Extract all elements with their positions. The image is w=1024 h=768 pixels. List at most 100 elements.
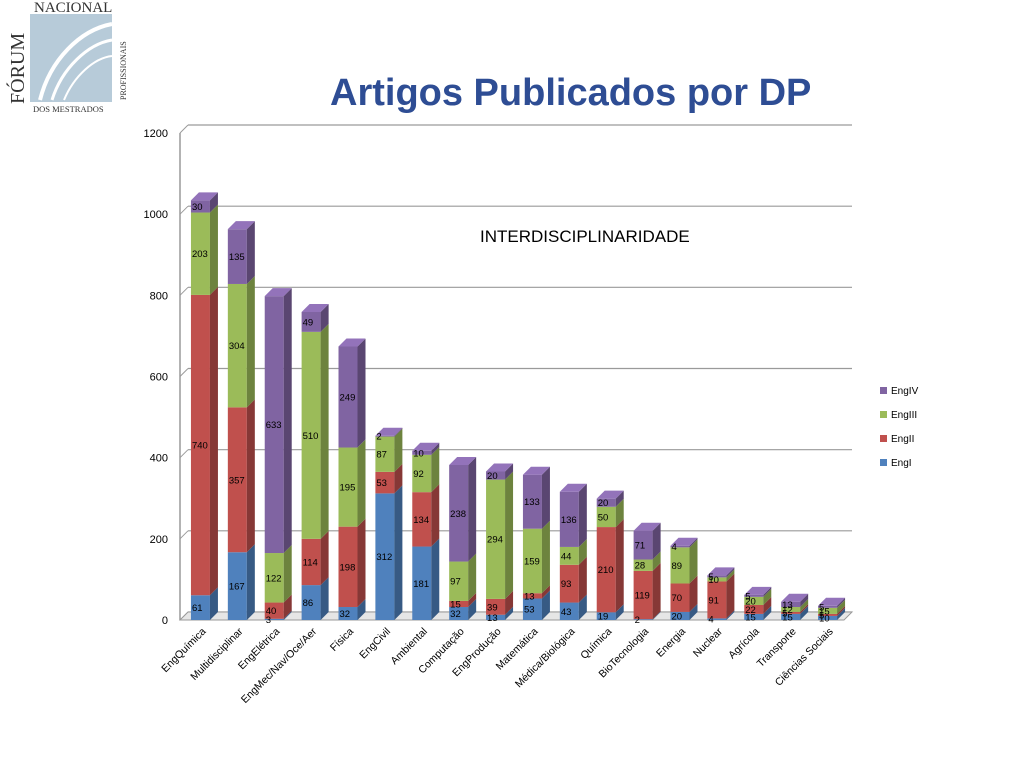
bar-segment-side [689,575,698,612]
data-label: 633 [266,420,282,431]
bar-segment-side [357,518,366,608]
bar-segment-EngI [818,615,838,620]
bar-segment-side [689,603,698,620]
bar-segment-side [800,603,809,614]
x-tick-label: Nuclear [691,625,725,659]
bar-segment-EngIV [338,346,358,448]
bar-segment-side [652,551,661,571]
bar-segment-EngII [375,471,395,494]
bar-segment-side [505,471,514,599]
bar-segment-side [246,221,255,284]
data-label: 2 [635,615,640,626]
data-label: 159 [524,556,540,567]
data-label: 93 [561,579,572,590]
bar-segment-EngIV [781,601,801,608]
bar-top [190,192,218,201]
bar-segment-side [468,592,477,608]
data-label: 114 [303,557,318,568]
bar-segment-EngI [301,585,321,620]
bar-segment-EngIV [301,311,321,332]
bar-stack: 32 198 195 249 [338,338,366,620]
logo-bottom-text: DOS MESTRADOS [33,104,104,114]
bar-segment-side [283,545,292,603]
bar-segment-EngII [670,583,690,612]
data-label: 3 [266,615,271,626]
bar-segment-side [246,399,255,553]
bar-segment-side [541,466,550,529]
data-label: 49 [303,317,314,328]
bar-segment-side [763,586,772,597]
bar-segment-EngIV [596,498,616,507]
bar-segment-side [578,538,587,565]
bar-segment-EngIV [522,474,542,529]
data-label: 15 [782,612,793,623]
bar-segment-EngIV [707,575,727,578]
bar-segment-EngIV [227,229,247,284]
data-label: 71 [635,541,646,552]
bar-segment-side [652,611,661,620]
bar-segment-EngIV [633,530,653,560]
bar-top [559,483,587,492]
gridline-side [179,124,189,134]
data-label: 5 [745,591,750,602]
data-label: 22 [745,605,756,616]
bar-stack: 340 122 633 [264,288,292,626]
data-label: 167 [229,582,245,593]
data-label: 53 [524,605,535,616]
data-label: 32 [340,609,351,620]
bar-segment-EngIV [818,605,838,608]
gridline-side [179,368,189,377]
bar-segment-EngIII [707,577,727,582]
bar-top [486,463,514,472]
bar-segment-side [320,323,329,539]
bar-segment-side [800,593,809,608]
bar-segment-side [431,446,440,493]
bar-segment-side [726,610,735,620]
bar-stack: 4 91 105 [707,567,735,626]
data-label: 50 [598,512,609,523]
x-tick-label: Física [328,626,356,654]
bar-segment-EngI [375,493,395,620]
data-label: 20 [598,498,609,509]
bar-segment-side [246,544,255,620]
data-label: 312 [376,552,392,563]
x-tick-label: Energia [654,626,688,660]
bar-segment-side [505,590,514,615]
data-label: 39 [487,602,498,613]
bar-stack: 181 134 92 10 [412,442,440,620]
data-label: 134 [413,515,429,526]
data-label: 5 [819,610,824,621]
y-tick-label: 600 [150,372,168,384]
legend-entry: EngIV [891,386,919,397]
bar-segment-EngII [596,527,616,613]
bar-segment-EngIII [744,596,764,605]
bar-segment-side [615,490,624,507]
bar-segment-side [468,553,477,601]
bar-segment-side [837,597,846,608]
bar-segment-EngII [190,294,210,596]
data-label: 136 [561,515,577,526]
legend-swatch [880,435,887,442]
bar-top [670,537,698,546]
bar-segment-side [615,498,624,528]
data-label: 15 [450,599,461,610]
bar-segment-side [800,605,809,620]
bar-segment-EngIII [818,607,838,614]
bar-segment-EngIII [633,559,653,571]
bar-segment-side [763,596,772,614]
data-label: 10 [413,448,424,459]
data-label: 357 [229,475,245,486]
bar-segment-side [431,538,440,620]
bar-segment-side [578,594,587,620]
bar-segment-side [431,484,440,547]
data-label: 70 [672,593,683,604]
legend-swatch [880,411,887,418]
bar-segment-EngIII [670,547,690,584]
bar-segment-EngII [744,604,764,614]
bar-segment-side [320,577,329,620]
bar-segment-side [505,463,514,480]
bar-top [744,586,772,595]
data-label: 86 [303,598,314,609]
legend-entry: EngII [891,434,914,445]
